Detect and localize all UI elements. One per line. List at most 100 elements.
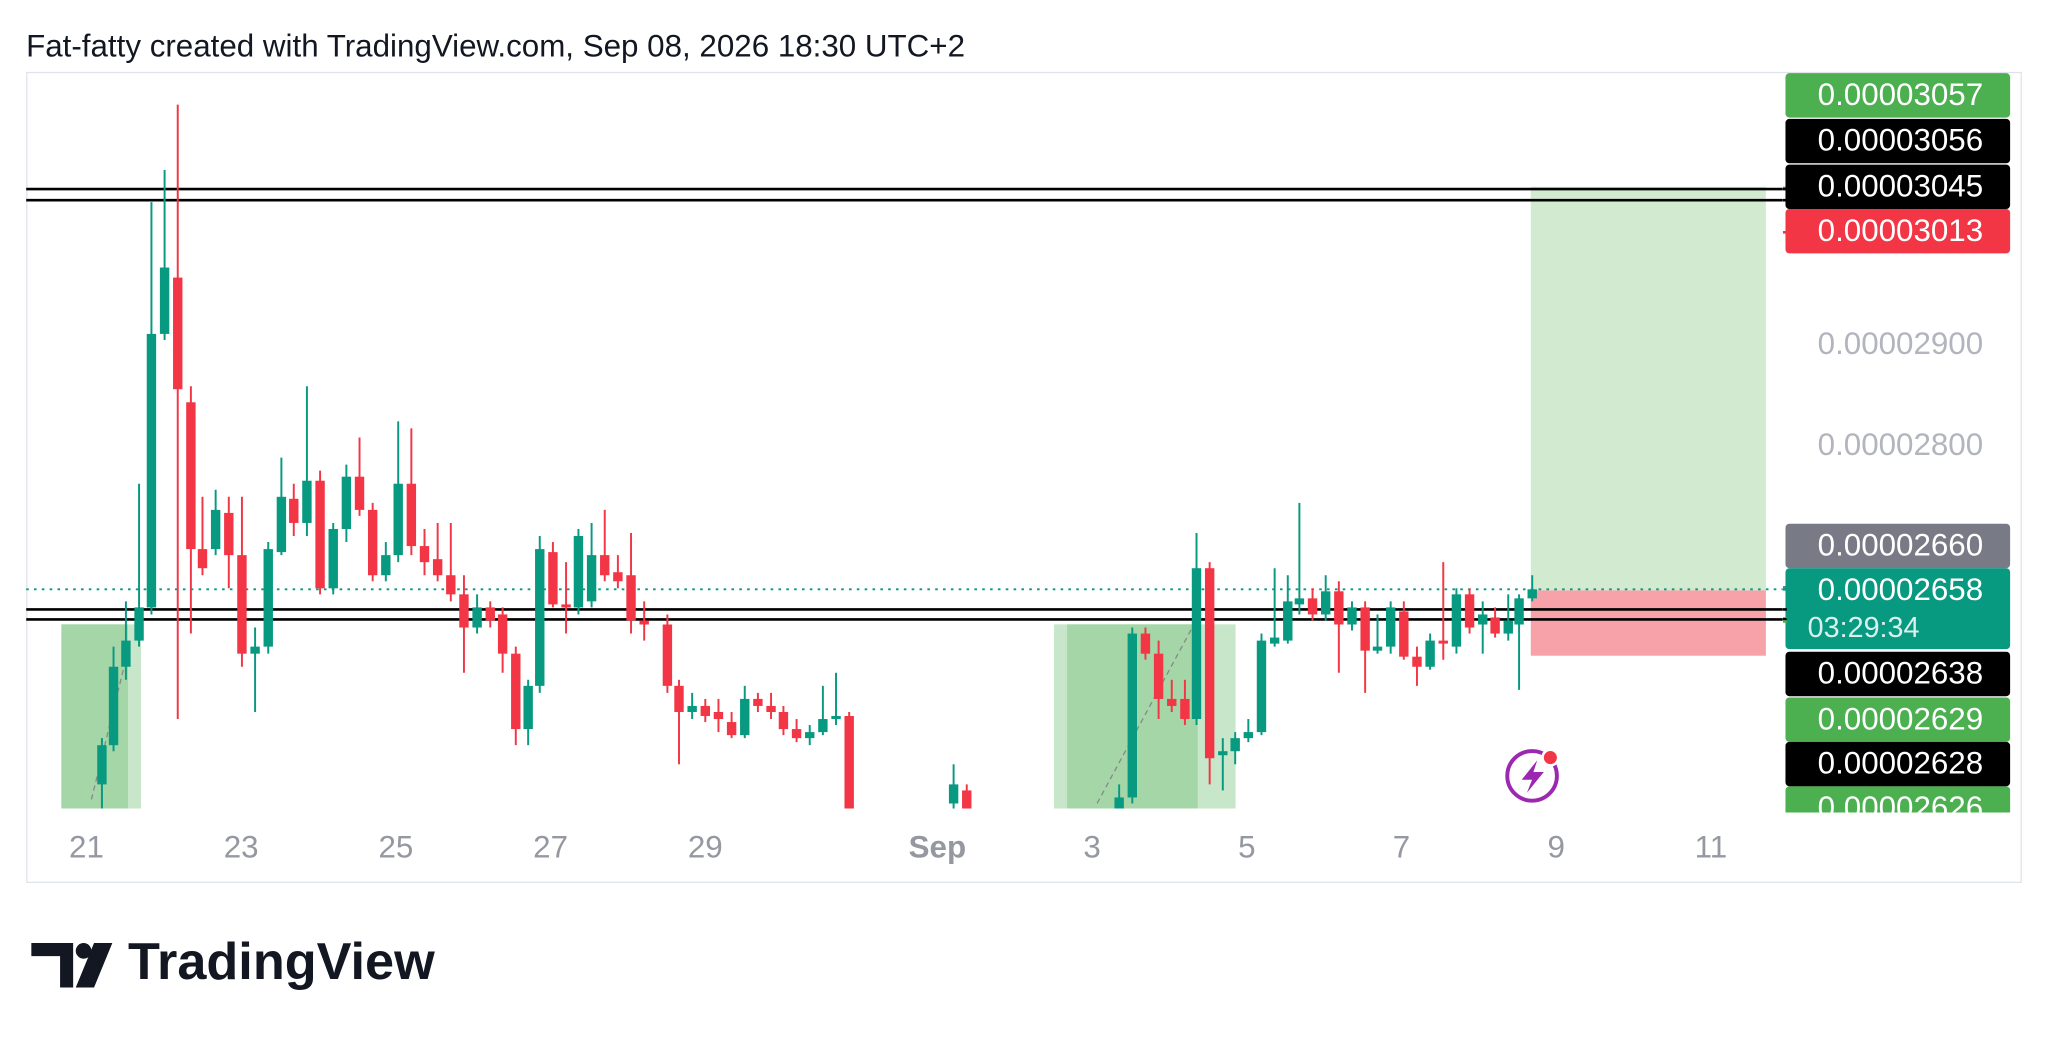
candle-body	[302, 480, 312, 523]
candle-body	[419, 546, 430, 563]
candle-body	[535, 549, 545, 686]
price-tag	[1785, 697, 2011, 742]
y-tick-label: 0.00002800	[1818, 427, 1984, 462]
candle-body	[1503, 620, 1513, 634]
x-tick-label: 27	[533, 829, 568, 864]
price-tag-label: 0.00003013	[1818, 213, 1984, 248]
x-tick-label: 11	[1695, 829, 1728, 864]
candle-body	[1385, 607, 1396, 647]
candle-body	[263, 549, 273, 647]
candle-body	[1204, 568, 1215, 759]
candle-body	[485, 607, 495, 621]
candle-body	[1307, 598, 1318, 615]
candle-body	[237, 555, 247, 654]
candle-body	[962, 790, 972, 809]
candle-body	[662, 624, 673, 686]
candle-body	[948, 784, 959, 804]
candle-body	[1191, 568, 1202, 720]
candle-body	[1153, 653, 1164, 699]
chart-frame	[26, 71, 2022, 883]
candle-body	[197, 549, 208, 569]
candle-body	[459, 594, 469, 628]
y-tick-label: 0.00002900	[1818, 326, 1984, 361]
candle-body	[561, 604, 571, 608]
x-tick-label: 29	[688, 829, 723, 864]
candle-body	[687, 705, 697, 712]
candle-body	[1425, 640, 1435, 667]
candle-body	[1490, 617, 1500, 634]
candle-body	[1140, 633, 1151, 654]
candle-body	[1230, 738, 1240, 752]
logo-text: TradingView	[128, 933, 435, 991]
candle-body	[674, 685, 684, 712]
x-tick-label: Sep	[909, 829, 966, 864]
candle-body	[613, 572, 623, 582]
candle-body	[1412, 656, 1422, 667]
candle-body	[173, 277, 183, 390]
price-tag-label: 0.00002628	[1818, 746, 1984, 781]
x-tick-label: 21	[69, 829, 104, 864]
chart-title: Fat-fatty created with TradingView.com, …	[26, 29, 965, 64]
candle-body	[844, 716, 854, 809]
candle-body	[740, 698, 750, 736]
candle-body	[1334, 591, 1344, 625]
logo: TradingView	[31, 933, 435, 991]
x-tick-label: 5	[1238, 829, 1255, 864]
candle-body	[472, 607, 482, 628]
candle-body	[146, 333, 157, 608]
candle-body	[791, 729, 802, 739]
candle-body	[393, 483, 403, 556]
price-tag-label: 0.00002626	[1818, 790, 1984, 825]
price-tag	[1785, 568, 2011, 650]
candle-body	[328, 528, 338, 589]
candle-body	[497, 614, 508, 654]
candle-body	[1320, 591, 1331, 615]
candle-body	[1438, 640, 1448, 644]
candle-body	[406, 483, 417, 547]
price-tag-label: 0.00003057	[1818, 77, 1984, 112]
price-tag-label: 0.00003056	[1818, 123, 1984, 158]
countdown: 03:29:34	[1808, 612, 1920, 644]
candle-body	[586, 555, 597, 602]
candle-body	[1478, 614, 1488, 625]
lightning-icon	[1505, 748, 1560, 803]
candle-body	[1180, 698, 1190, 720]
candle-body	[713, 711, 724, 720]
candle-body	[1347, 607, 1357, 625]
candle-body	[108, 666, 119, 746]
price-tag-label: 0.00002629	[1818, 701, 1984, 736]
candle-body	[1399, 611, 1409, 657]
x-tick-label: 3	[1083, 829, 1100, 864]
x-tick-label: 25	[378, 829, 413, 864]
candle-body	[511, 653, 521, 730]
candle-body	[1127, 633, 1138, 798]
price-tag	[1785, 118, 2011, 164]
candle-body	[1451, 594, 1462, 647]
trend-dash	[1096, 629, 1192, 804]
candle-body	[573, 536, 584, 608]
candle-body	[341, 476, 352, 529]
candle-body	[134, 607, 144, 641]
price-tag-label: 0.00002660	[1818, 528, 1984, 563]
candle-body	[600, 555, 610, 576]
candle-body	[1514, 598, 1524, 625]
plot-area	[26, 104, 1783, 809]
price-tag	[1785, 741, 2011, 787]
candle-body	[210, 509, 221, 550]
candle-body	[432, 559, 443, 576]
candle-body	[818, 719, 828, 733]
candle-body	[548, 552, 558, 605]
candle-body	[289, 498, 299, 523]
price-tag	[1785, 786, 2011, 813]
candle-body	[766, 705, 776, 712]
candle-body	[639, 620, 649, 625]
price-tag-label: 0.00003045	[1818, 168, 1984, 203]
candle-body	[1464, 594, 1475, 628]
candle-body	[1167, 698, 1177, 706]
candle-body	[831, 716, 841, 720]
candle-body	[381, 555, 391, 576]
x-tick-label: 7	[1393, 829, 1410, 864]
price-tag	[1785, 73, 2011, 118]
candle-body	[1360, 607, 1370, 651]
